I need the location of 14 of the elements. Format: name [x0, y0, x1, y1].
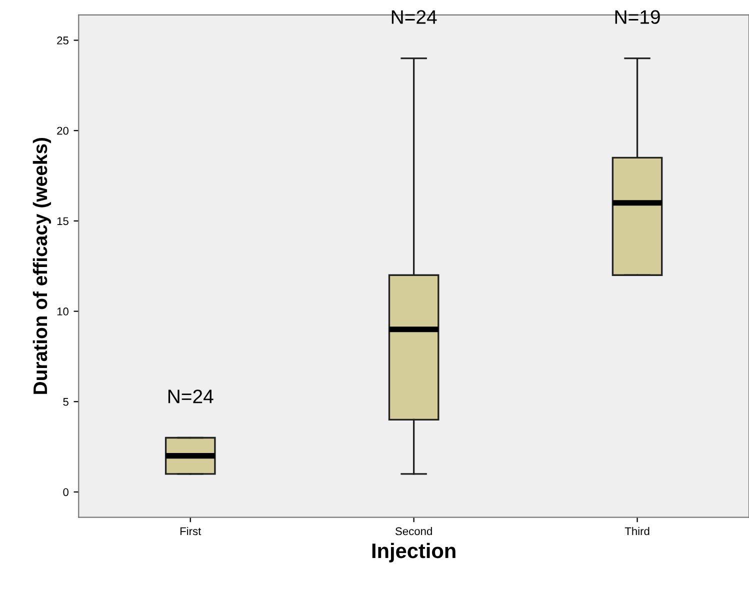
y-tick-label: 0 [63, 488, 68, 496]
annotation: N=19 [615, 10, 660, 24]
x-axis-title: Injection [372, 542, 456, 562]
y-tick-label: 5 [63, 398, 68, 406]
y-tick-label: 25 [57, 36, 68, 44]
annotation: N=24 [392, 10, 437, 24]
y-tick-label: 10 [57, 308, 68, 316]
y-tick-label: 20 [57, 126, 68, 135]
x-tick-label: Second [395, 526, 432, 536]
annotation: N=24 [168, 390, 214, 404]
x-tick-label: First [180, 526, 202, 536]
y-axis-title: Duration of efficacy (weeks) [32, 138, 52, 394]
x-tick-label: Third [624, 526, 650, 536]
y-tick-label: 15 [57, 217, 68, 226]
